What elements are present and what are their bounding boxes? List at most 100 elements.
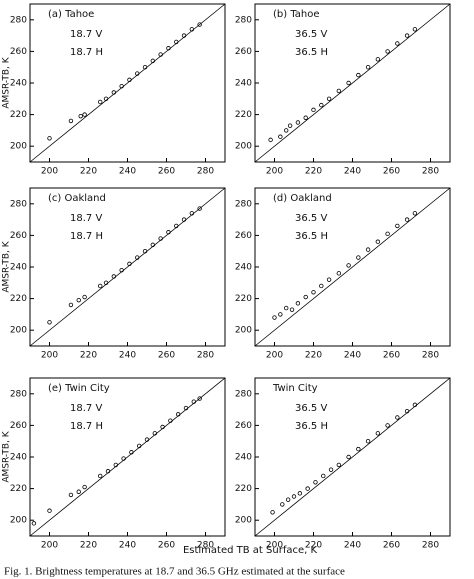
point bbox=[82, 484, 87, 490]
point bbox=[166, 230, 171, 235]
point bbox=[346, 80, 351, 86]
point bbox=[113, 462, 118, 468]
point bbox=[76, 489, 81, 494]
point bbox=[127, 77, 132, 83]
x-tick-label: 220 bbox=[305, 541, 322, 551]
y-axis-label: AMSR-TB, K bbox=[2, 430, 12, 482]
point bbox=[189, 211, 195, 216]
panel-annotation: 36.5 H bbox=[295, 421, 328, 432]
panel-annotation: 36.5 H bbox=[295, 47, 328, 58]
point bbox=[197, 22, 202, 27]
y-tick-label: 220 bbox=[235, 110, 252, 120]
point bbox=[47, 508, 52, 513]
point bbox=[412, 27, 418, 32]
y-tick-label: 260 bbox=[10, 231, 27, 241]
point bbox=[412, 211, 418, 216]
y-tick-label: 260 bbox=[10, 421, 27, 431]
point bbox=[82, 294, 87, 300]
panel-annotation: 18.7 V bbox=[70, 29, 102, 40]
point bbox=[287, 123, 293, 128]
point bbox=[385, 231, 390, 237]
panel-annotation: 18.7 V bbox=[70, 403, 102, 414]
point bbox=[82, 112, 87, 117]
point bbox=[284, 305, 289, 311]
point bbox=[272, 315, 277, 320]
y-tick-label: 280 bbox=[10, 199, 27, 209]
point bbox=[152, 431, 157, 436]
x-tick-label: 200 bbox=[41, 167, 58, 177]
y-tick-label: 280 bbox=[235, 199, 252, 209]
y-tick-label: 240 bbox=[235, 453, 252, 463]
point bbox=[68, 302, 74, 308]
point bbox=[68, 118, 74, 124]
y-tick-label: 200 bbox=[10, 142, 27, 152]
x-tick-label: 280 bbox=[197, 541, 214, 551]
point bbox=[365, 439, 371, 444]
point bbox=[78, 113, 83, 119]
x-tick-label: 220 bbox=[80, 541, 97, 551]
point bbox=[404, 217, 410, 222]
y-tick-label: 200 bbox=[235, 326, 252, 336]
y-tick-label: 280 bbox=[235, 389, 252, 399]
panel-label: (a) Tahoe bbox=[48, 9, 94, 20]
point bbox=[336, 462, 342, 468]
point bbox=[142, 248, 148, 254]
y-tick-label: 260 bbox=[10, 47, 27, 57]
point bbox=[291, 494, 297, 499]
point bbox=[97, 99, 103, 105]
y-tick-label: 220 bbox=[10, 294, 27, 304]
y-tick-label: 280 bbox=[235, 15, 252, 25]
point bbox=[289, 307, 295, 312]
point bbox=[268, 137, 273, 143]
x-tick-label: 240 bbox=[119, 351, 136, 361]
point bbox=[181, 217, 187, 222]
point bbox=[319, 283, 324, 289]
point bbox=[356, 446, 361, 452]
point bbox=[375, 431, 381, 436]
x-tick-label: 240 bbox=[344, 167, 361, 177]
y-tick-label: 280 bbox=[10, 15, 27, 25]
panel-label: (e) Twin City bbox=[48, 383, 110, 394]
x-tick-label: 280 bbox=[422, 167, 439, 177]
point bbox=[395, 223, 400, 229]
point bbox=[356, 72, 361, 78]
x-tick-label: 220 bbox=[80, 167, 97, 177]
x-tick-label: 260 bbox=[383, 541, 400, 551]
point bbox=[97, 283, 103, 289]
point bbox=[150, 242, 156, 248]
panel-annotation: 36.5 V bbox=[295, 213, 327, 224]
point bbox=[150, 58, 156, 64]
y-tick-label: 240 bbox=[10, 263, 27, 273]
point bbox=[311, 290, 316, 295]
one-to-one-line bbox=[254, 3, 451, 163]
point bbox=[158, 236, 163, 241]
x-tick-label: 280 bbox=[197, 351, 214, 361]
one-to-one-line bbox=[29, 187, 226, 347]
point bbox=[395, 41, 400, 46]
point bbox=[103, 96, 109, 101]
point bbox=[326, 96, 332, 101]
point bbox=[284, 128, 289, 133]
one-to-one-line bbox=[254, 187, 451, 347]
y-tick-label: 220 bbox=[10, 484, 27, 494]
point bbox=[103, 280, 109, 285]
panel-annotation: 36.5 V bbox=[295, 403, 327, 414]
y-tick-label: 200 bbox=[10, 516, 27, 526]
point bbox=[160, 424, 165, 430]
point bbox=[295, 120, 301, 125]
x-tick-label: 220 bbox=[305, 167, 322, 177]
x-tick-label: 280 bbox=[422, 351, 439, 361]
point bbox=[197, 396, 202, 401]
point bbox=[189, 27, 195, 32]
x-tick-label: 240 bbox=[119, 167, 136, 177]
point bbox=[136, 443, 142, 449]
point bbox=[303, 294, 308, 300]
point bbox=[158, 52, 163, 57]
point bbox=[31, 521, 37, 526]
y-tick-label: 260 bbox=[235, 47, 252, 57]
panel-annotation: 18.7 H bbox=[70, 231, 103, 242]
point bbox=[168, 418, 173, 423]
x-tick-label: 280 bbox=[197, 167, 214, 177]
x-tick-label: 280 bbox=[422, 541, 439, 551]
point bbox=[191, 399, 196, 404]
